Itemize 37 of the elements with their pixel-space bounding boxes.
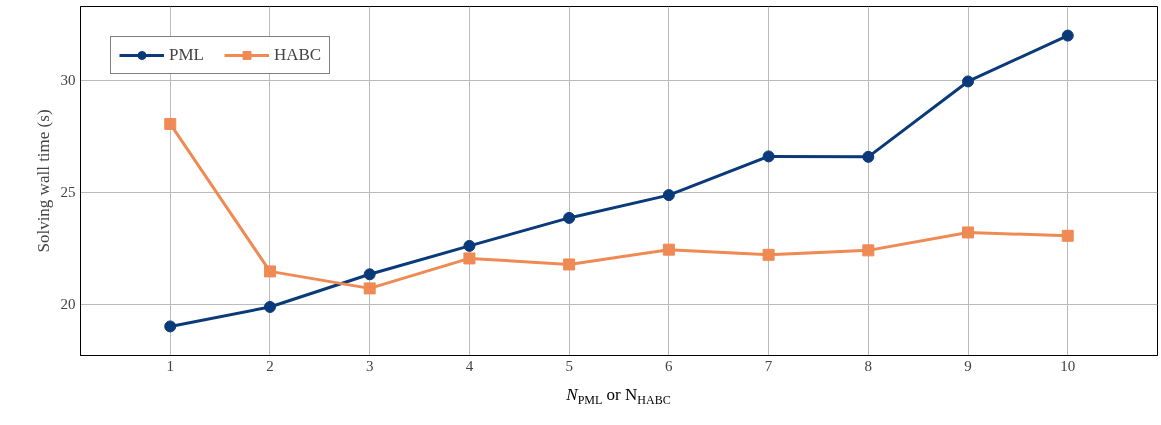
x-axis-title: N$_{PML}$ or N$_{HABC}$ bbox=[566, 384, 671, 410]
point bbox=[1061, 29, 1074, 42]
y-tick-label: 30 bbox=[60, 72, 76, 89]
point bbox=[164, 117, 177, 130]
legend-label: PML bbox=[169, 45, 204, 65]
point bbox=[762, 150, 775, 163]
x-tick-label: 7 bbox=[764, 357, 773, 374]
y-tick-label: 20 bbox=[60, 296, 76, 313]
x-tick-label: 2 bbox=[266, 357, 274, 374]
x-tick-label: 10 bbox=[1060, 357, 1076, 374]
point bbox=[1061, 229, 1074, 242]
point bbox=[662, 243, 675, 256]
point bbox=[962, 226, 975, 239]
point bbox=[762, 248, 775, 261]
y-tick-label: 25 bbox=[60, 184, 76, 201]
point bbox=[962, 75, 975, 88]
point bbox=[862, 150, 875, 163]
point bbox=[563, 211, 576, 224]
x-tick-label: 4 bbox=[465, 357, 474, 374]
point bbox=[263, 265, 276, 278]
point bbox=[363, 268, 376, 281]
x-tick-label: 1 bbox=[166, 357, 174, 374]
x-tick-label: 9 bbox=[964, 357, 972, 374]
point bbox=[463, 252, 476, 265]
x-tick-label: 6 bbox=[665, 357, 674, 374]
point bbox=[862, 244, 875, 257]
y-axis-title: Solving wall time (s) bbox=[33, 109, 53, 253]
point bbox=[263, 300, 276, 313]
point bbox=[463, 239, 476, 252]
point bbox=[662, 189, 675, 202]
point bbox=[164, 320, 177, 333]
x-tick-label: 8 bbox=[864, 357, 873, 374]
legend-label: HABC bbox=[273, 45, 322, 65]
x-tick-label: 5 bbox=[565, 357, 573, 374]
x-tick-label: 3 bbox=[365, 357, 374, 374]
point bbox=[563, 258, 576, 271]
point bbox=[363, 282, 376, 295]
